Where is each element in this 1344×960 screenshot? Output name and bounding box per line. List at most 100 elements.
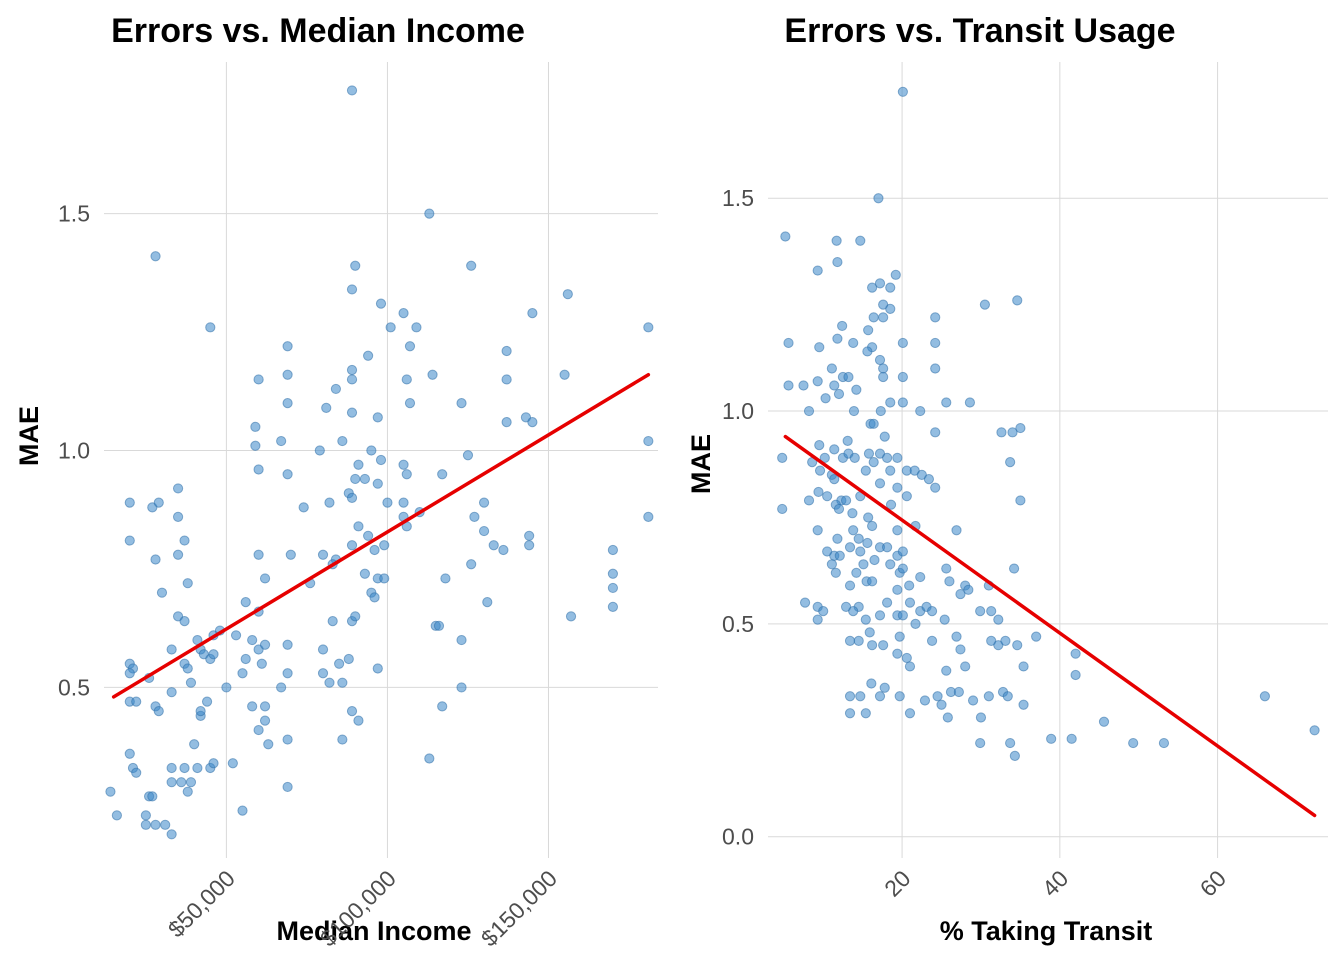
income-data-point: [501, 416, 512, 428]
income-points: [105, 85, 654, 840]
transit-data-point: [833, 388, 845, 400]
income-data-point: [282, 398, 293, 409]
income-data-point: [346, 284, 358, 295]
transit-data-point: [892, 584, 903, 595]
transit-data-point: [963, 584, 974, 595]
transit-data-point: [834, 550, 845, 561]
income-data-point: [253, 549, 264, 560]
transit-data-point: [819, 452, 830, 463]
transit-data-point: [842, 435, 853, 446]
income-data-point: [437, 701, 448, 712]
income-grid: [104, 62, 658, 858]
income-data-point: [346, 706, 358, 717]
income-data-point: [379, 540, 390, 551]
income-data-point: [179, 615, 190, 627]
transit-data-point: [926, 606, 938, 617]
income-data-point: [559, 369, 570, 380]
transit-data-point: [1018, 699, 1029, 710]
transit-data-point: [1005, 737, 1016, 749]
transit-data-point: [814, 465, 826, 476]
income-data-point: [240, 653, 251, 665]
income-data-point: [607, 568, 619, 579]
transit-data-point: [894, 691, 905, 702]
transit-data-point: [1070, 669, 1081, 681]
transit-data-point: [1309, 725, 1320, 736]
income-data-point: [398, 497, 409, 508]
income-data-point: [524, 540, 535, 551]
transit-data-point: [960, 661, 971, 672]
income-data-point: [124, 668, 135, 679]
income-data-point: [185, 777, 197, 788]
transit-data-point: [855, 691, 866, 702]
income-data-point: [240, 597, 251, 608]
income-data-point: [375, 298, 387, 309]
transit-data-point: [799, 597, 811, 608]
transit-data-point: [874, 354, 886, 366]
income-data-point: [282, 781, 293, 793]
income-x-tick-label: $50,000: [163, 865, 240, 942]
transit-data-point: [910, 618, 921, 629]
income-data-point: [282, 469, 293, 480]
transit-data-point: [897, 397, 908, 408]
transit-data-point: [892, 452, 903, 463]
transit-data-point: [1031, 631, 1042, 642]
transit-data-point: [848, 337, 859, 349]
transit-points: [777, 86, 1320, 761]
income-data-point: [124, 748, 135, 759]
transit-data-point: [1002, 691, 1013, 702]
transit-data-point: [1046, 733, 1057, 744]
income-data-point: [324, 677, 335, 688]
transit-data-point: [868, 312, 879, 323]
transit-data-point: [803, 495, 815, 506]
income-data-point: [385, 322, 396, 333]
income-data-point: [182, 578, 193, 589]
transit-data-point: [863, 512, 874, 523]
transit-data-point: [858, 559, 869, 570]
income-data-point: [247, 701, 258, 712]
income-data-point: [337, 677, 348, 688]
income-data-point: [259, 701, 271, 712]
transit-data-point: [930, 482, 941, 493]
transit-data-point: [941, 397, 952, 408]
income-data-point: [527, 308, 538, 319]
transit-data-point: [915, 571, 926, 583]
transit-data-point: [829, 444, 840, 455]
income-data-point: [353, 521, 364, 532]
income-data-point: [259, 639, 271, 650]
transit-data-point: [832, 533, 843, 544]
income-data-point: [607, 601, 619, 612]
income-data-point: [498, 544, 509, 556]
transit-data-point: [820, 393, 831, 404]
transit-data-point: [851, 567, 862, 578]
transit-data-point: [822, 491, 833, 502]
transit-data-point: [885, 499, 897, 510]
transit-data-point: [901, 652, 912, 664]
income-data-point: [153, 706, 164, 717]
income-y-tick-label: 1.0: [58, 438, 90, 464]
transit-data-point: [904, 708, 916, 719]
transit-data-point: [897, 546, 908, 557]
income-data-point: [147, 791, 158, 802]
income-data-point: [482, 597, 493, 608]
transit-data-point: [919, 695, 931, 706]
transit-data-point: [1012, 295, 1023, 306]
income-data-point: [466, 559, 477, 570]
transit-y-tick-label: 0.0: [722, 824, 754, 850]
income-data-point: [404, 341, 416, 352]
transit-data-point: [869, 554, 880, 566]
income-data-point: [150, 251, 161, 262]
income-data-point: [433, 620, 445, 631]
income-data-point: [359, 473, 370, 485]
transit-data-point: [897, 610, 908, 621]
transit-data-point: [868, 418, 879, 429]
transit-data-point: [844, 708, 856, 719]
transit-data-point: [986, 606, 997, 617]
transit-data-point: [1015, 422, 1026, 434]
income-data-point: [366, 445, 377, 456]
income-data-point: [282, 369, 293, 380]
income-data-point: [124, 497, 135, 508]
transit-data-point: [932, 691, 943, 702]
transit-data-point: [812, 265, 823, 276]
income-data-point: [565, 611, 577, 622]
transit-trend: [783, 434, 1317, 818]
